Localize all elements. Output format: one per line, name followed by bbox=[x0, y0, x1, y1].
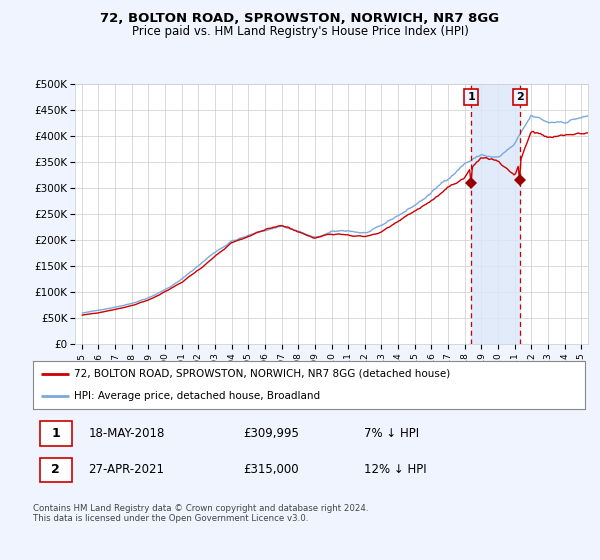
FancyBboxPatch shape bbox=[40, 458, 71, 482]
Text: Contains HM Land Registry data © Crown copyright and database right 2024.
This d: Contains HM Land Registry data © Crown c… bbox=[33, 504, 368, 524]
FancyBboxPatch shape bbox=[40, 421, 71, 446]
Text: 1: 1 bbox=[51, 427, 60, 440]
Text: 2: 2 bbox=[51, 463, 60, 477]
Text: 12% ↓ HPI: 12% ↓ HPI bbox=[364, 463, 427, 477]
Text: 7% ↓ HPI: 7% ↓ HPI bbox=[364, 427, 419, 440]
Text: 72, BOLTON ROAD, SPROWSTON, NORWICH, NR7 8GG: 72, BOLTON ROAD, SPROWSTON, NORWICH, NR7… bbox=[100, 12, 500, 25]
Text: 72, BOLTON ROAD, SPROWSTON, NORWICH, NR7 8GG (detached house): 72, BOLTON ROAD, SPROWSTON, NORWICH, NR7… bbox=[74, 368, 451, 379]
Text: 18-MAY-2018: 18-MAY-2018 bbox=[88, 427, 164, 440]
Text: 2: 2 bbox=[516, 92, 524, 102]
Text: 27-APR-2021: 27-APR-2021 bbox=[88, 463, 164, 477]
Text: £309,995: £309,995 bbox=[243, 427, 299, 440]
Bar bbox=[471, 84, 520, 344]
Text: Price paid vs. HM Land Registry's House Price Index (HPI): Price paid vs. HM Land Registry's House … bbox=[131, 25, 469, 38]
Text: HPI: Average price, detached house, Broadland: HPI: Average price, detached house, Broa… bbox=[74, 391, 320, 402]
Text: 1: 1 bbox=[467, 92, 475, 102]
Text: £315,000: £315,000 bbox=[243, 463, 298, 477]
